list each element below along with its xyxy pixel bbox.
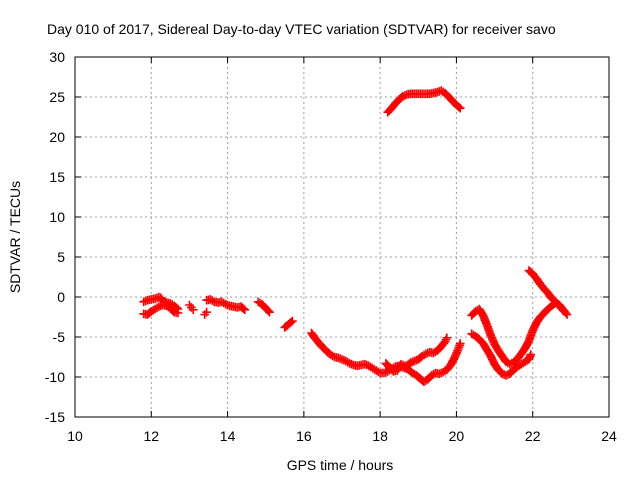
- y-tick-label: 25: [49, 89, 65, 105]
- y-tick-label: 30: [49, 49, 65, 65]
- data-point: [265, 307, 274, 317]
- y-tick-label: 15: [49, 169, 65, 185]
- data-points: [139, 86, 572, 387]
- data-point: [263, 306, 273, 316]
- x-tick-label: 10: [67, 428, 83, 444]
- y-tick-label: 20: [49, 129, 65, 145]
- grid-lines: [75, 57, 609, 417]
- y-tick-label: -15: [45, 409, 65, 425]
- data-point: [188, 305, 198, 315]
- y-tick-label: -5: [53, 329, 66, 345]
- data-point: [558, 306, 568, 315]
- data-point: [455, 103, 465, 113]
- y-tick-label: 0: [57, 289, 65, 305]
- data-point: [288, 316, 297, 326]
- data-point: [173, 308, 183, 318]
- y-tick-label: -10: [45, 369, 65, 385]
- data-point: [239, 304, 248, 314]
- x-tick-label: 16: [296, 428, 312, 444]
- x-tick-label: 20: [449, 428, 465, 444]
- y-tick-label: 10: [49, 209, 65, 225]
- data-point: [240, 305, 250, 315]
- axis-ticks: 10 12 14 16 18 20 22 24 -15 -10 -5 0 5 10 15 20 25 30: [45, 49, 617, 444]
- chart-title: Day 010 of 2017, Sidereal Day-to-day VTE…: [47, 21, 556, 37]
- data-point: [442, 333, 452, 343]
- data-point: [202, 307, 211, 317]
- x-tick-label: 24: [601, 428, 617, 444]
- x-tick-label: 14: [220, 428, 236, 444]
- y-tick-label: 5: [57, 249, 65, 265]
- data-point: [455, 339, 465, 348]
- data-point: [286, 317, 296, 327]
- plot-frame: [74, 56, 610, 418]
- x-axis-label: GPS time / hours: [287, 457, 394, 473]
- x-tick-label: 12: [143, 428, 159, 444]
- y-axis-label: SDTVAR / TECUs: [7, 181, 23, 293]
- data-point: [454, 102, 464, 112]
- data-point: [526, 350, 536, 359]
- x-tick-label: 18: [372, 428, 388, 444]
- x-tick-label: 22: [525, 428, 541, 444]
- data-point: [562, 310, 572, 319]
